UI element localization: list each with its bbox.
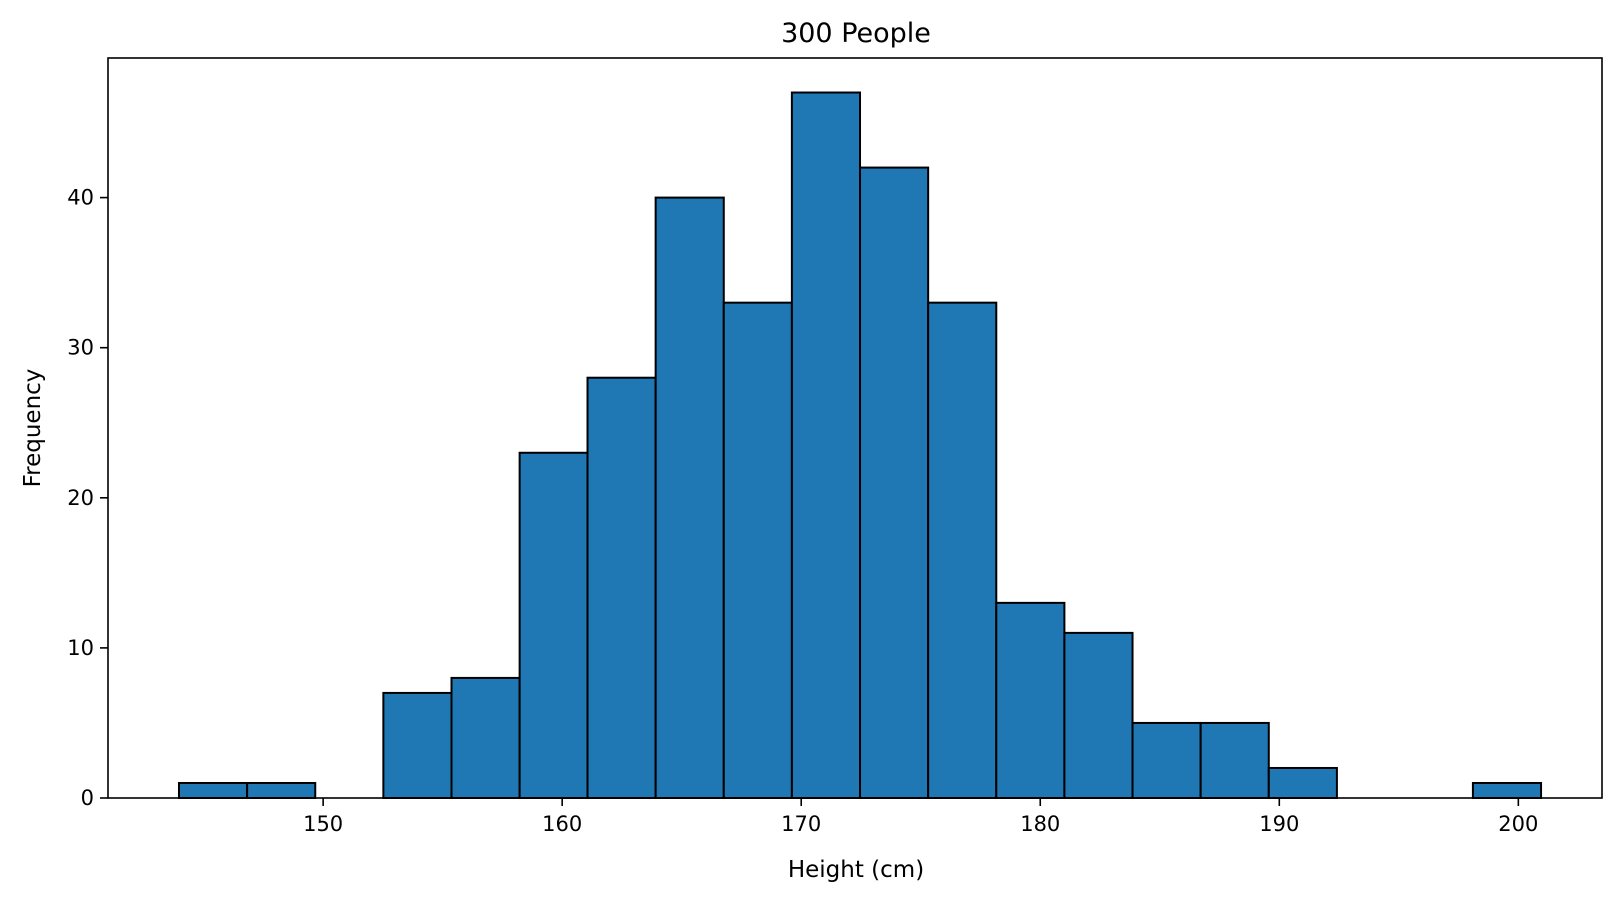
x-tick-label-170: 170 <box>781 812 821 836</box>
x-axis: 150 160 170 180 190 200 <box>303 798 1538 836</box>
y-tick-label-20: 20 <box>67 486 94 510</box>
x-tick-label-180: 180 <box>1020 812 1060 836</box>
x-tick-label-160: 160 <box>542 812 582 836</box>
histogram-bar-14 <box>1131 721 1202 800</box>
y-tick-label-40: 40 <box>67 186 94 210</box>
y-tick-label-0: 0 <box>81 786 94 810</box>
histogram-bar-13 <box>1063 631 1134 800</box>
histogram-bar-1 <box>246 781 317 799</box>
histogram-bar-15 <box>1199 721 1270 800</box>
x-tick-label-150: 150 <box>303 812 343 836</box>
plot-frame <box>107 57 1603 799</box>
y-tick-label-10: 10 <box>67 636 94 660</box>
x-tick-label-190: 190 <box>1259 812 1299 836</box>
histogram-bar-4 <box>450 676 521 799</box>
histogram-bar-5 <box>518 451 589 799</box>
histogram-bar-16 <box>1267 766 1338 799</box>
bars-group <box>177 91 1543 800</box>
histogram-bar-8 <box>722 301 793 799</box>
x-axis-label: Height (cm) <box>788 857 924 883</box>
histogram-bar-12 <box>995 601 1066 799</box>
y-axis: 0 10 20 30 40 <box>67 186 108 810</box>
histogram-bar-19 <box>1471 781 1543 799</box>
x-tick-label-200: 200 <box>1498 812 1538 836</box>
y-tick-label-30: 30 <box>67 336 94 360</box>
histogram-bar-3 <box>382 691 453 799</box>
histogram-bar-6 <box>586 376 657 799</box>
histogram-bar-9 <box>790 91 862 799</box>
histogram-bar-7 <box>654 196 725 799</box>
histogram-bar-10 <box>859 166 930 799</box>
histogram-bar-0 <box>177 781 249 799</box>
chart-title: 300 People <box>781 18 931 49</box>
y-axis-label: Frequency <box>20 369 46 488</box>
histogram-bar-11 <box>927 301 998 799</box>
